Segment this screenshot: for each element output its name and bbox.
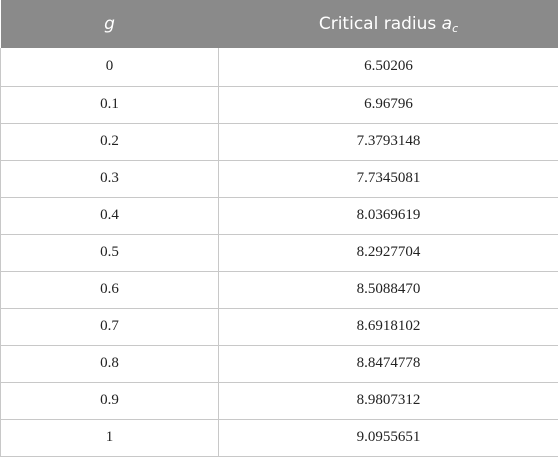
header-g-symbol: g	[104, 14, 115, 34]
cell-g: 0.1	[0, 86, 219, 124]
table-row: 0.9 8.9807312	[0, 382, 558, 420]
table-row: 0.7 8.6918102	[0, 308, 558, 346]
header-critical-radius-label: Critical radius	[318, 13, 442, 34]
cell-radius: 8.5088470	[218, 271, 558, 309]
cell-radius: 7.3793148	[218, 123, 558, 161]
cell-radius: 9.0955651	[218, 419, 558, 457]
header-row: g Critical radius ac	[0, 0, 558, 48]
table-row: 0.2 7.3793148	[0, 123, 558, 161]
table-header: g Critical radius ac	[0, 0, 558, 48]
header-c-subscript: c	[452, 21, 459, 35]
cell-g: 0.7	[0, 308, 219, 346]
critical-radius-table: g Critical radius ac 0 6.50206 0.1 6.96796…	[0, 0, 558, 457]
header-g: g	[0, 0, 219, 48]
cell-radius: 8.6918102	[218, 308, 558, 346]
table-row: 0.1 6.96796	[0, 86, 558, 124]
cell-radius: 8.9807312	[218, 382, 558, 420]
cell-g: 0	[0, 48, 219, 87]
cell-radius: 8.8474778	[218, 345, 558, 383]
cell-radius: 8.2927704	[218, 234, 558, 272]
table-row: 0.8 8.8474778	[0, 345, 558, 383]
cell-g: 0.4	[0, 197, 219, 235]
cell-g: 0.2	[0, 123, 219, 161]
header-critical-radius: Critical radius ac	[218, 0, 558, 48]
cell-radius: 7.7345081	[218, 160, 558, 198]
header-a-symbol: a	[441, 13, 453, 34]
cell-g: 0.9	[0, 382, 219, 420]
table-row: 0.4 8.0369619	[0, 197, 558, 235]
cell-g: 0.5	[0, 234, 219, 272]
table-row: 0.6 8.5088470	[0, 271, 558, 309]
cell-radius: 6.50206	[218, 48, 558, 87]
cell-radius: 6.96796	[218, 86, 558, 124]
cell-g: 0.6	[0, 271, 219, 309]
table-row: 0.5 8.2927704	[0, 234, 558, 272]
table-body: 0 6.50206 0.1 6.96796 0.2 7.3793148 0.3 7.73…	[0, 48, 558, 457]
cell-radius: 8.0369619	[218, 197, 558, 235]
table-row: 0 6.50206	[0, 48, 558, 87]
cell-g: 0.3	[0, 160, 219, 198]
cell-g: 0.8	[0, 345, 219, 383]
cell-g: 1	[0, 419, 219, 457]
table-row: 1 9.0955651	[0, 419, 558, 457]
table-row: 0.3 7.7345081	[0, 160, 558, 198]
